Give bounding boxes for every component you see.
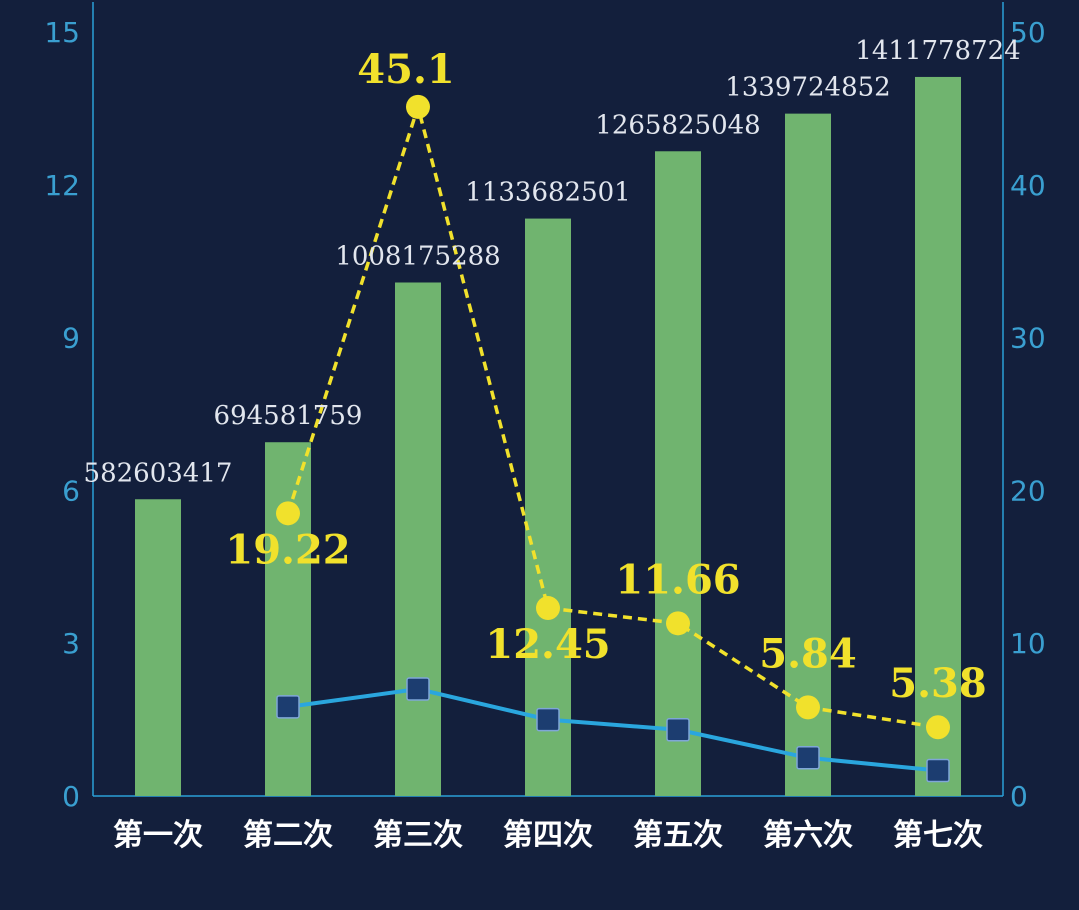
category-label: 第一次 [113,818,203,853]
bar [785,113,831,796]
category-label: 第三次 [373,818,463,853]
growth-point [276,501,300,526]
right-tick-label: 50 [1010,16,1046,49]
category-label: 第七次 [893,818,983,853]
trend-point [796,746,820,770]
left-tick-label: 12 [44,169,80,202]
growth-point [926,715,950,740]
bar [655,151,701,797]
category-label: 第四次 [503,818,593,853]
bar [915,76,961,797]
growth-point [666,611,690,636]
growth-value-label: 45.1 [357,46,454,93]
left-tick-label: 9 [62,322,80,355]
category-label: 第六次 [763,818,853,853]
bar-value-label: 582603417 [84,458,233,488]
trend-point [406,677,430,701]
right-tick-label: 20 [1010,474,1046,507]
category-label: 第五次 [633,818,723,853]
bar [395,282,441,797]
growth-value-label: 19.22 [225,526,350,573]
trend-point [666,718,690,742]
growth-line [286,100,939,729]
bar [135,499,181,796]
bar [265,442,311,796]
right-tick-label: 0 [1010,780,1028,813]
bar-value-label: 1411778724 [855,36,1020,66]
left-tick-label: 3 [62,627,80,660]
bar-value-label: 694581759 [214,401,363,431]
growth-point [536,596,560,621]
growth-point [406,94,430,119]
right-tick-label: 40 [1010,169,1046,202]
bar-value-label: 1265825048 [595,110,760,140]
right-tick-label: 10 [1010,627,1046,660]
trend-point [926,758,950,783]
growth-value-label: 5.38 [889,660,986,707]
trend-point [276,695,300,719]
growth-value-label: 11.66 [615,556,740,603]
bar [525,218,571,797]
trend-point [536,707,560,732]
growth-value-label: 5.84 [759,630,856,677]
bar-value-label: 1133682501 [465,178,630,208]
left-tick-label: 6 [62,474,80,507]
right-tick-label: 30 [1010,322,1046,355]
trend-line [287,687,939,773]
growth-point [796,695,820,720]
bar-value-label: 1339724852 [725,73,890,103]
growth-value-label: 12.45 [485,621,610,668]
left-tick-label: 15 [44,16,80,49]
category-label: 第二次 [243,818,333,853]
left-tick-label: 0 [62,780,80,813]
bar-value-label: 1008175288 [335,242,500,272]
